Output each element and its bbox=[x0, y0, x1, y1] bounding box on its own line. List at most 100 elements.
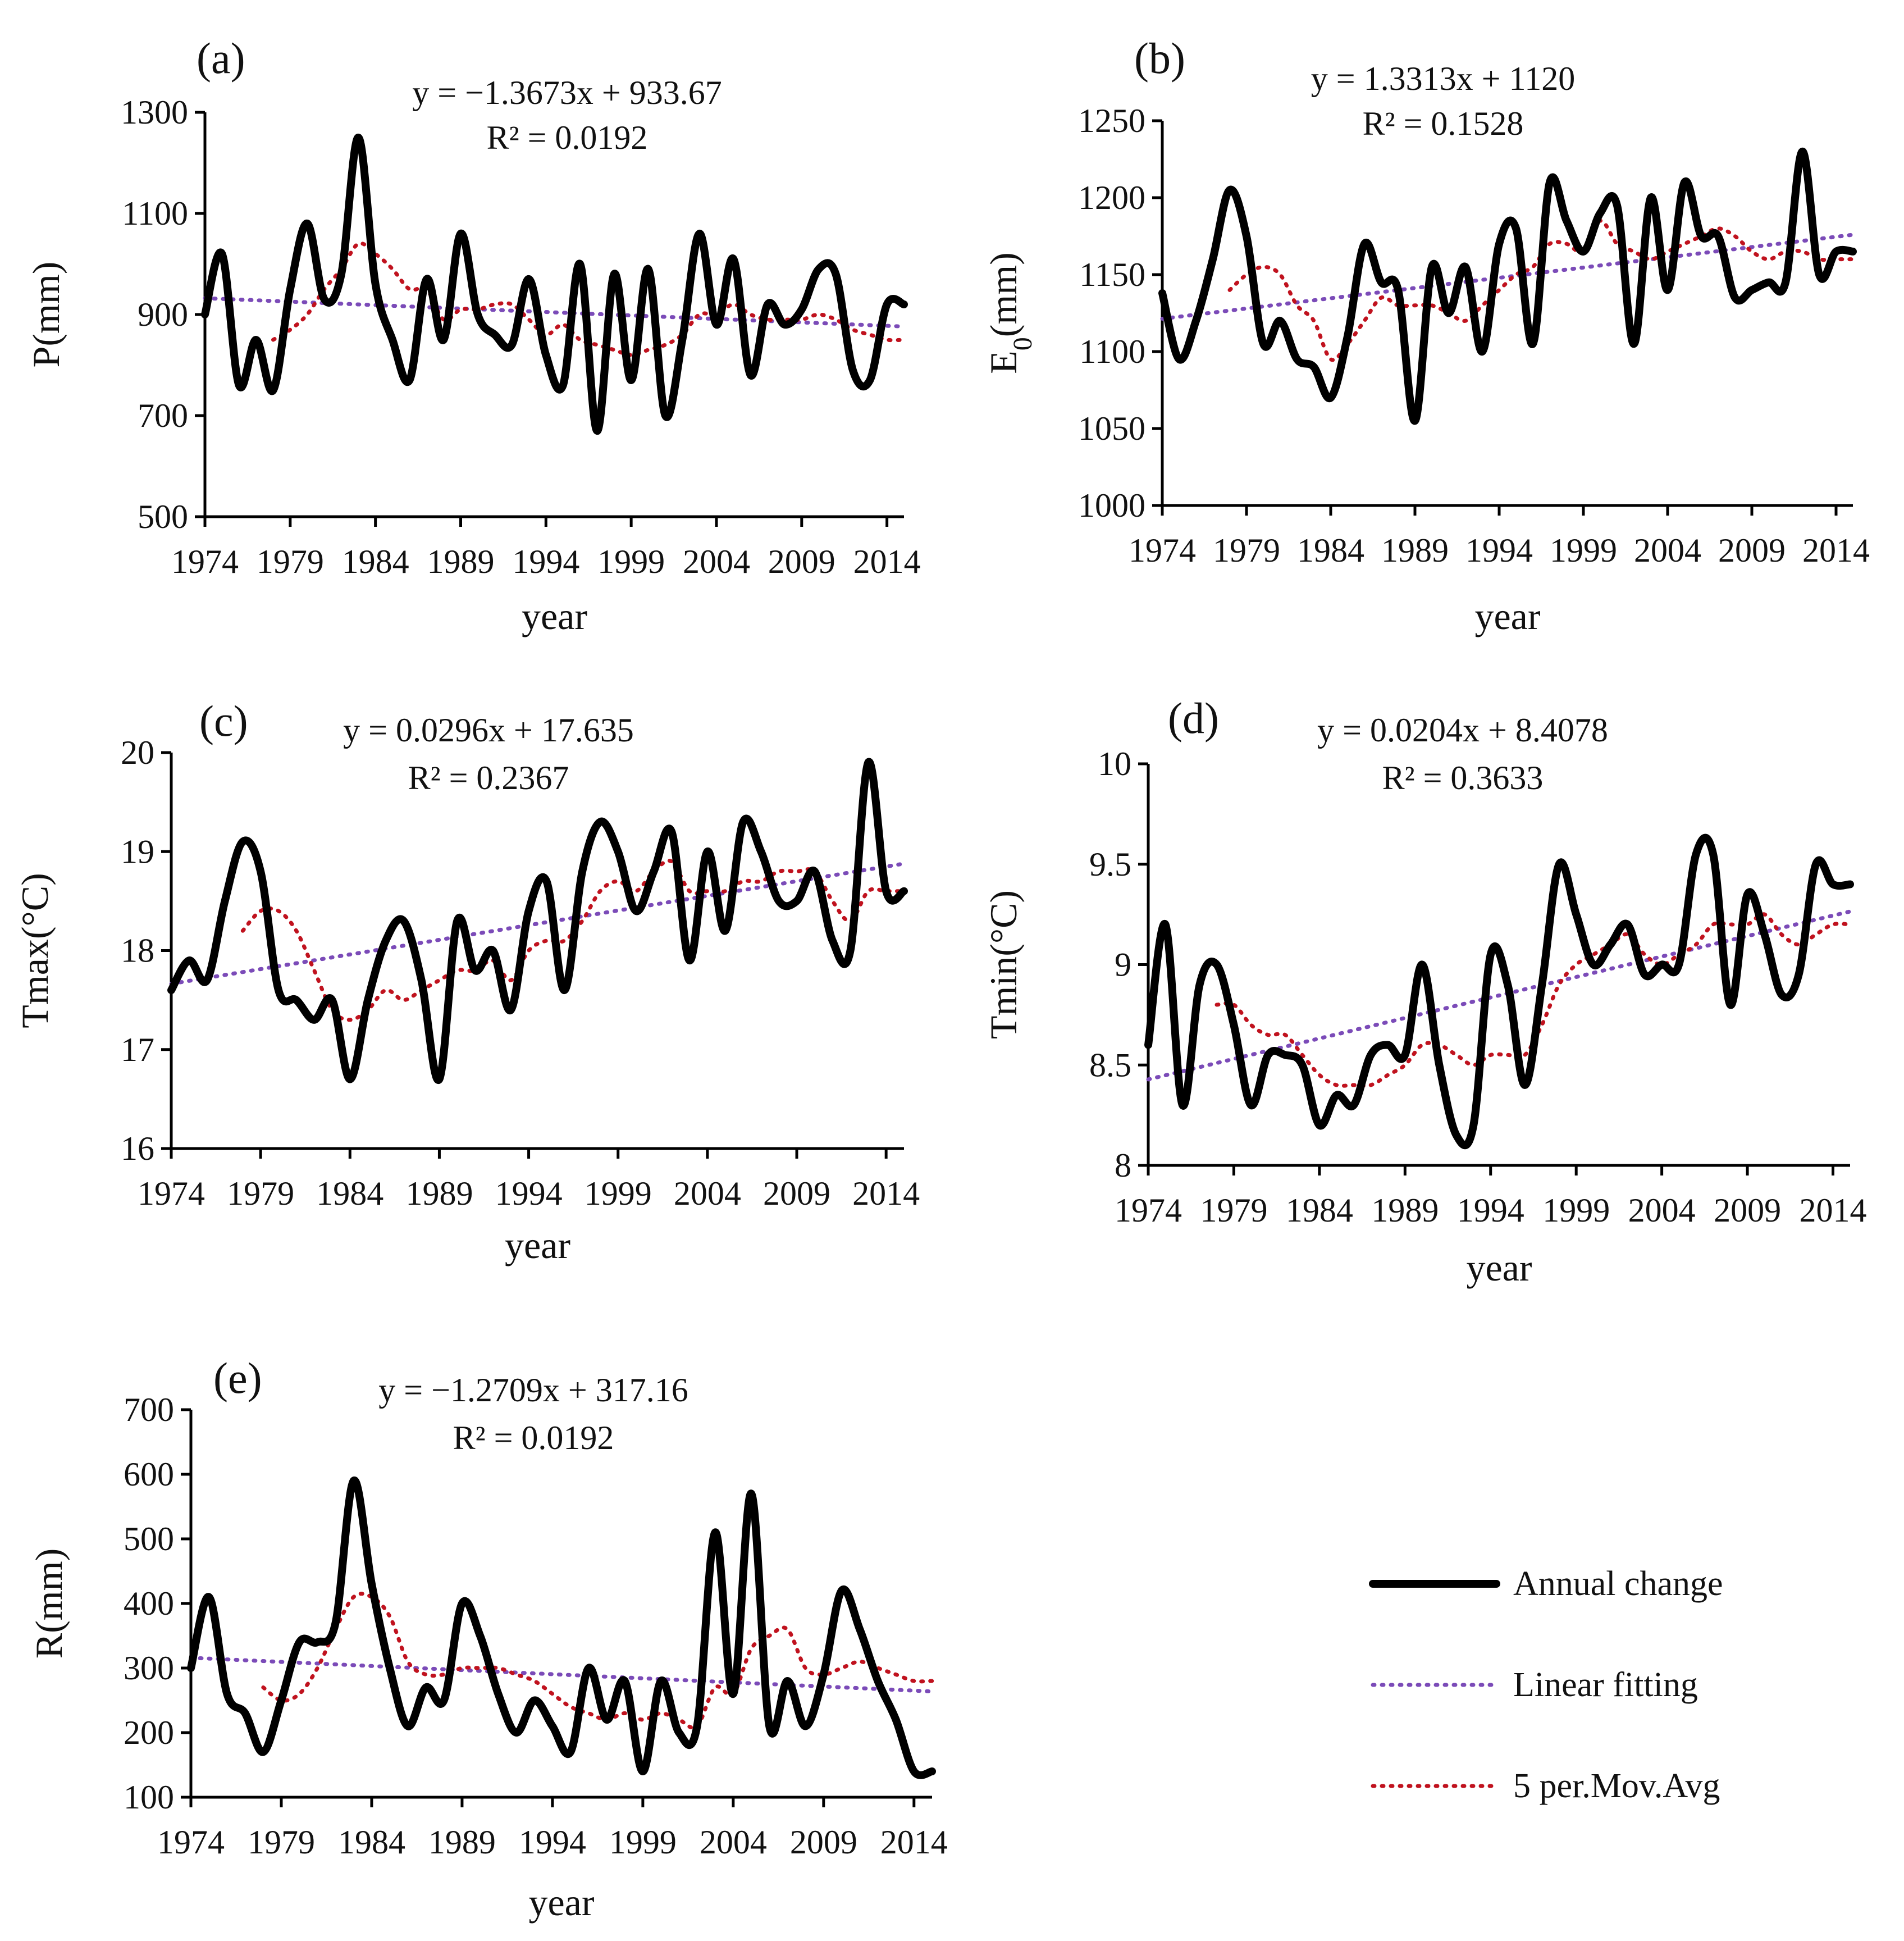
annual-change-line bbox=[167, 758, 908, 1085]
x-tick-label: 2004 bbox=[1628, 1192, 1696, 1229]
data-point bbox=[884, 890, 888, 893]
data-point bbox=[1531, 342, 1535, 345]
data-point bbox=[1455, 1133, 1458, 1137]
data-point bbox=[1228, 188, 1231, 192]
data-point bbox=[259, 870, 262, 873]
legend-label: Linear fitting bbox=[1513, 1666, 1698, 1704]
annual-change-line bbox=[1158, 147, 1857, 425]
data-point bbox=[289, 288, 292, 291]
data-point bbox=[1711, 853, 1715, 856]
data-point bbox=[357, 136, 360, 139]
x-tick-label: 1974 bbox=[1129, 532, 1196, 569]
data-point bbox=[1851, 250, 1855, 253]
data-point bbox=[388, 1666, 391, 1670]
data-point bbox=[527, 909, 531, 913]
data-point bbox=[241, 840, 244, 844]
data-point bbox=[510, 343, 514, 347]
y-tick-label: 100 bbox=[124, 1779, 174, 1816]
data-point bbox=[800, 308, 803, 311]
x-axis-title: year bbox=[522, 595, 587, 637]
y-tick-label: 500 bbox=[138, 498, 188, 535]
x-tick-label: 2009 bbox=[768, 543, 835, 580]
data-point bbox=[348, 1078, 351, 1081]
data-point bbox=[442, 338, 445, 341]
data-point bbox=[786, 1679, 789, 1683]
data-point bbox=[599, 820, 602, 823]
x-tick-label: 1979 bbox=[227, 1175, 294, 1212]
data-point bbox=[1784, 281, 1787, 284]
data-point bbox=[323, 298, 326, 301]
data-point bbox=[652, 870, 655, 873]
data-point bbox=[225, 1692, 229, 1696]
data-point bbox=[1848, 883, 1852, 886]
x-tick-label: 2014 bbox=[1800, 1192, 1867, 1229]
y-tick-label: 1100 bbox=[1079, 333, 1145, 370]
data-point bbox=[768, 1725, 771, 1728]
data-point bbox=[1161, 291, 1164, 295]
data-point bbox=[930, 1770, 934, 1773]
data-point bbox=[491, 949, 495, 953]
x-tick-label: 2014 bbox=[853, 543, 921, 580]
data-point bbox=[1818, 273, 1821, 276]
data-point bbox=[455, 919, 459, 923]
data-point bbox=[1729, 1003, 1732, 1006]
data-point bbox=[366, 999, 369, 1002]
data-point bbox=[1615, 204, 1619, 207]
data-point bbox=[1249, 1104, 1253, 1107]
data-point bbox=[334, 1621, 337, 1625]
data-point bbox=[408, 379, 411, 382]
data-point bbox=[817, 267, 820, 271]
data-point bbox=[1834, 250, 1838, 253]
y-tick-label: 1150 bbox=[1079, 256, 1145, 293]
data-point bbox=[203, 313, 207, 316]
y-tick-label: 1300 bbox=[121, 94, 188, 131]
y-axis-title: P(mm) bbox=[25, 262, 67, 368]
x-tick-label: 2004 bbox=[700, 1824, 767, 1861]
legend-label: 5 per.Mov.Avg bbox=[1513, 1767, 1720, 1805]
data-point bbox=[695, 1725, 698, 1728]
data-point bbox=[316, 1641, 319, 1644]
x-tick-label: 1984 bbox=[342, 543, 409, 580]
data-point bbox=[1750, 288, 1754, 291]
panel-label: (a) bbox=[197, 34, 245, 83]
data-point bbox=[1464, 265, 1467, 268]
panel-label: (c) bbox=[199, 696, 248, 745]
data-point bbox=[1716, 235, 1720, 238]
data-point bbox=[1266, 1053, 1270, 1056]
legend-label: Annual change bbox=[1513, 1565, 1723, 1603]
data-point bbox=[1295, 358, 1299, 361]
data-point bbox=[1430, 265, 1433, 268]
data-point bbox=[533, 1699, 536, 1702]
data-point bbox=[340, 272, 343, 276]
data-point bbox=[1386, 1044, 1390, 1047]
data-point bbox=[732, 1692, 735, 1696]
y-tick-label: 8.5 bbox=[1089, 1046, 1131, 1083]
data-point bbox=[724, 929, 727, 932]
data-point bbox=[1352, 1104, 1355, 1107]
x-tick-label: 1989 bbox=[428, 1824, 496, 1861]
data-point bbox=[425, 277, 428, 281]
data-point bbox=[866, 761, 870, 764]
data-point bbox=[1211, 258, 1214, 261]
data-point bbox=[1489, 953, 1492, 956]
moving-average-line bbox=[240, 859, 906, 1022]
data-point bbox=[1198, 983, 1201, 986]
data-point bbox=[1695, 853, 1698, 856]
data-point bbox=[766, 303, 769, 306]
linear-fit-line bbox=[169, 862, 906, 986]
data-point bbox=[544, 353, 547, 357]
data-point bbox=[605, 1718, 608, 1721]
y-tick-label: 8 bbox=[1115, 1147, 1131, 1184]
trend-equation: y = −1.3673x + 933.67 bbox=[412, 74, 722, 111]
data-point bbox=[305, 222, 309, 225]
data-point bbox=[581, 870, 584, 873]
x-axis-title: year bbox=[1474, 595, 1540, 637]
x-tick-label: 1989 bbox=[405, 1175, 473, 1212]
legend-item-fit: Linear fitting bbox=[1371, 1666, 1698, 1704]
chart-panel-4: 8 8.5 9 9.5 10 1974 1979 1984 1989 1994 1999 2004 20… bbox=[982, 694, 1867, 1289]
y-tick-label: 700 bbox=[138, 397, 188, 434]
y-tick-label: 16 bbox=[121, 1130, 154, 1167]
data-point bbox=[1592, 963, 1595, 967]
data-point bbox=[1523, 1083, 1527, 1087]
